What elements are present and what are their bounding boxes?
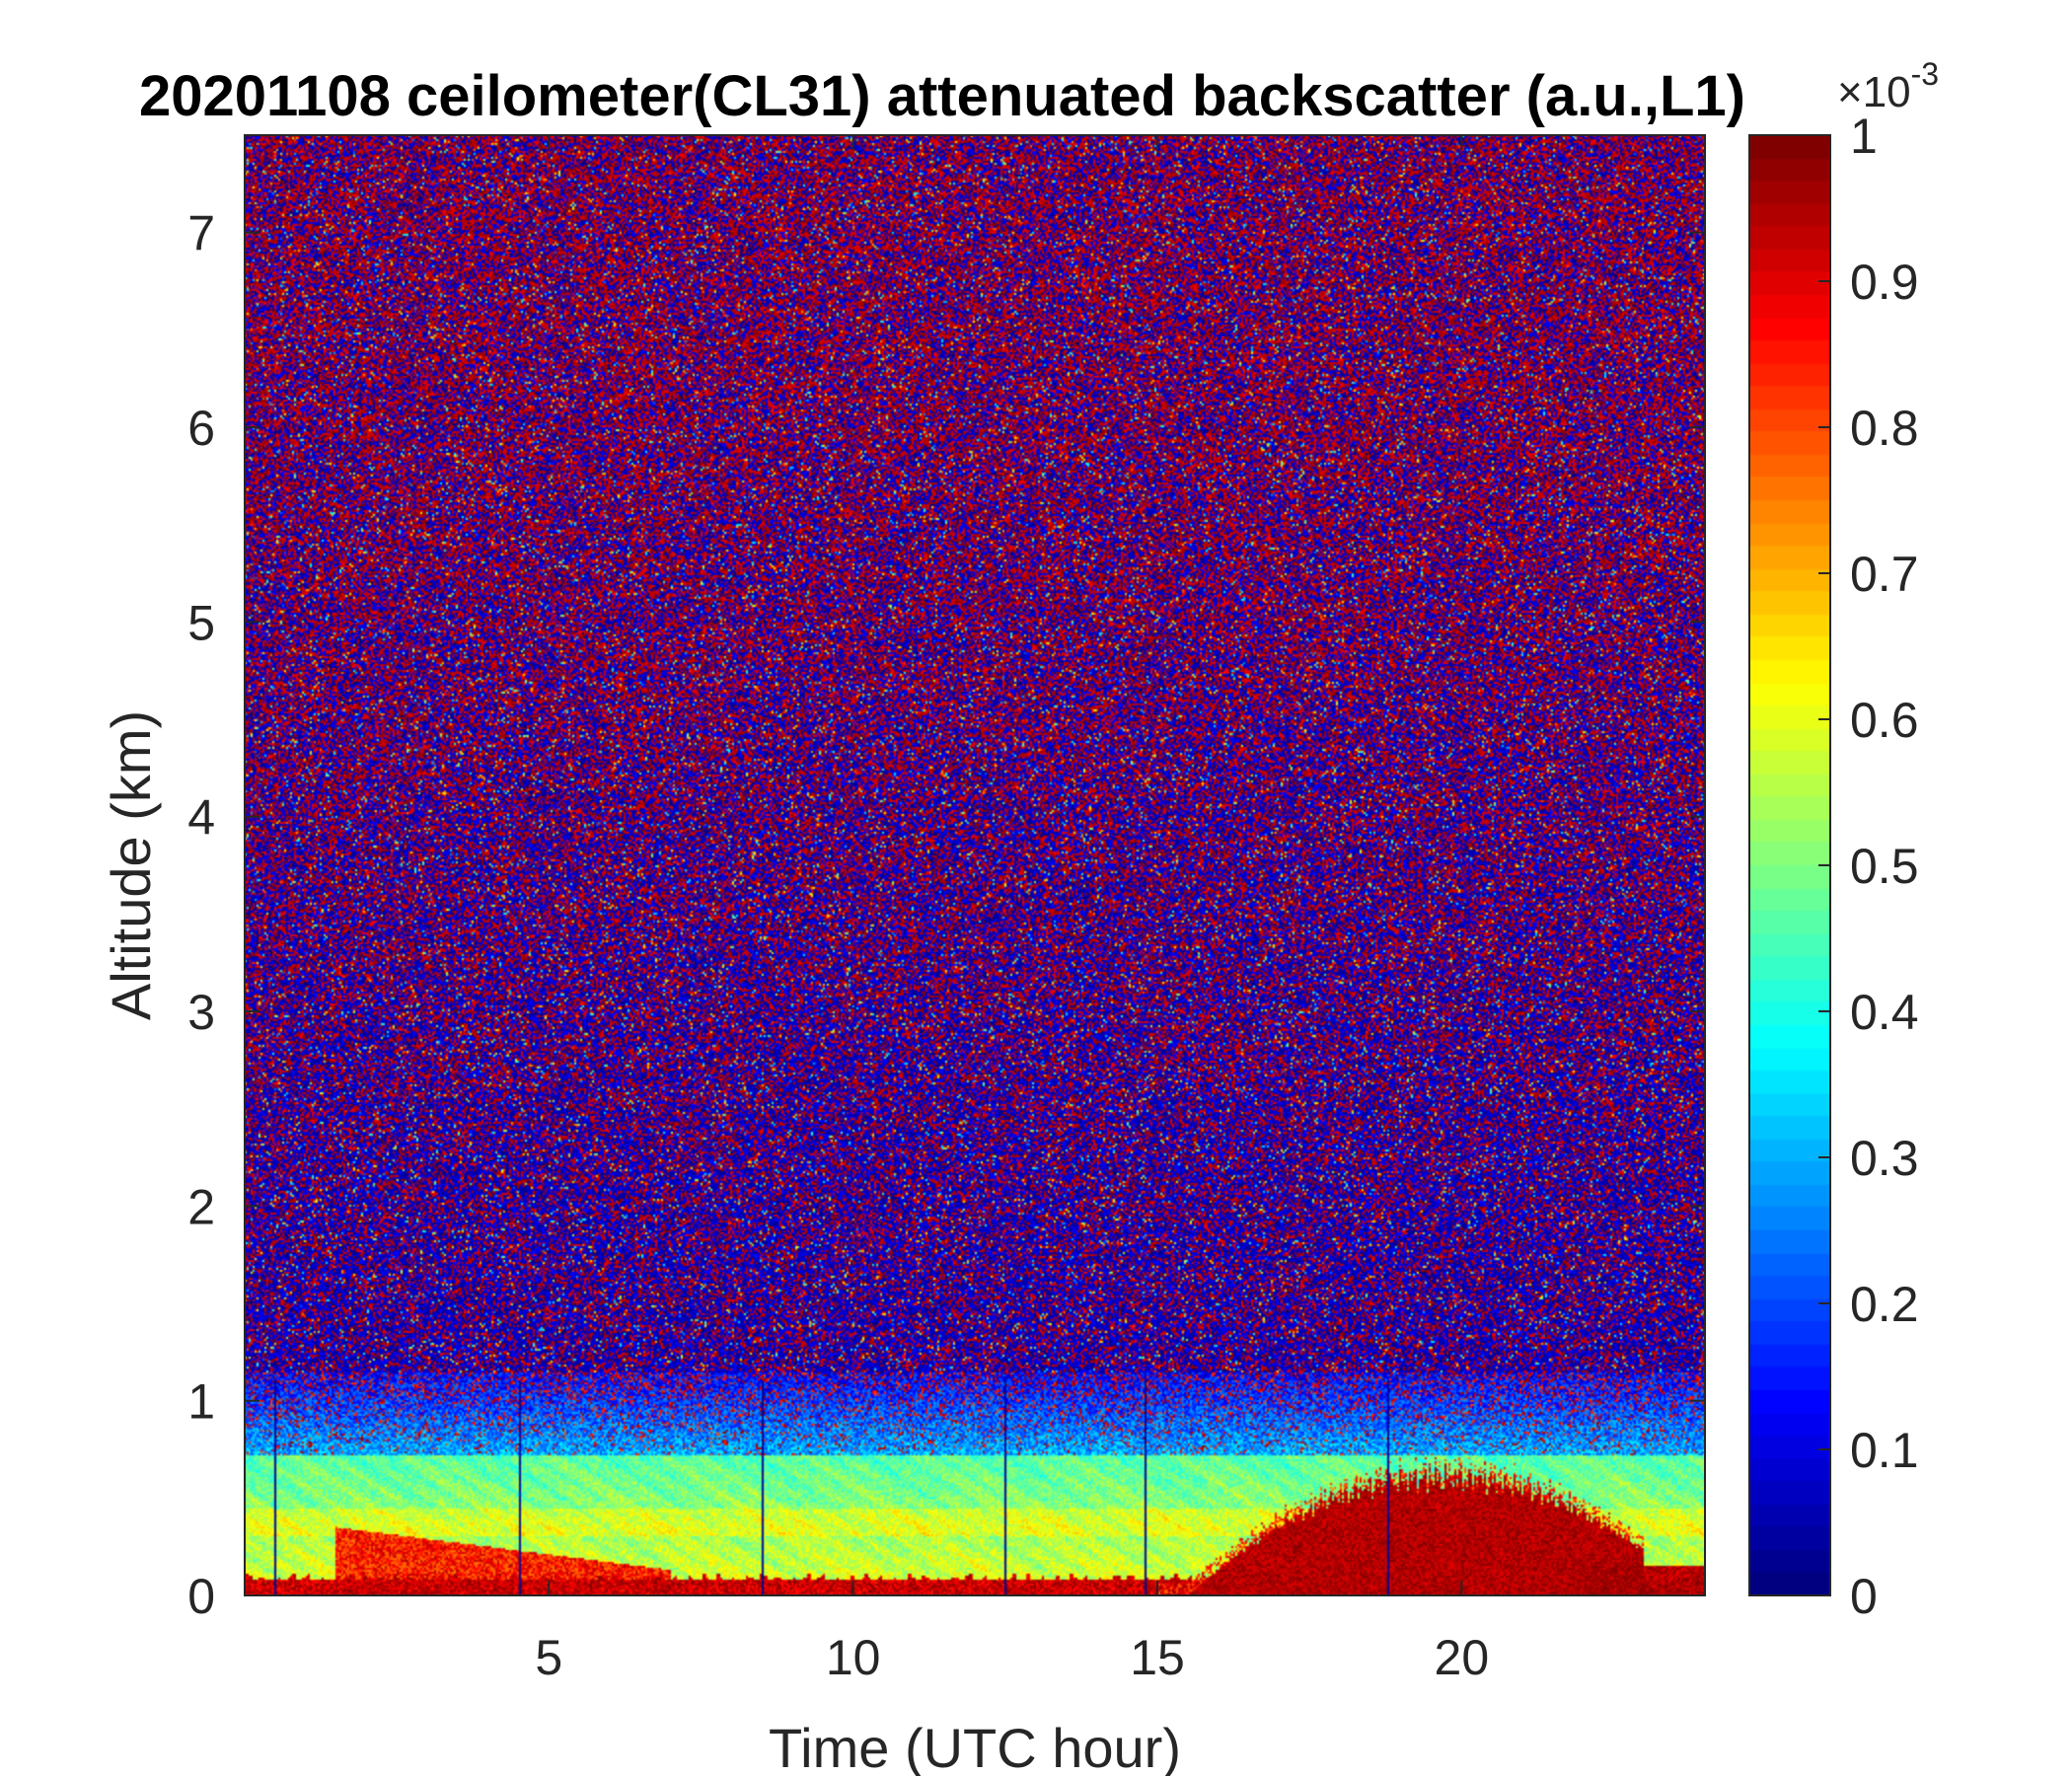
colorbar-tick-label: 0.1: [1850, 1423, 1919, 1478]
colorbar-tick-label: 1: [1850, 109, 1878, 164]
colorbar-tick-label: 0.6: [1850, 693, 1919, 748]
heatmap-image: [245, 135, 1705, 1595]
x-axis-label: Time (UTC hour): [769, 1717, 1181, 1776]
colorbar-tick-label: 0.3: [1850, 1131, 1919, 1186]
y-tick-label: 7: [187, 206, 215, 261]
colorbar-tick-label: 0.7: [1850, 547, 1919, 602]
colorbar-tick-label: 0.8: [1850, 401, 1919, 456]
x-tick-label: 15: [1130, 1630, 1185, 1685]
colorbar-tick-label: 0.4: [1850, 985, 1919, 1040]
colorbar-tick-label: 0.9: [1850, 255, 1919, 310]
y-tick-label: 6: [187, 401, 215, 456]
colorbar-tick-label: 0.5: [1850, 839, 1919, 894]
x-tick-label: 20: [1435, 1630, 1490, 1685]
colorbar-tick-label: 0: [1850, 1569, 1878, 1624]
colorbar-exponent-power: -3: [1911, 56, 1939, 92]
x-tick-label: 5: [535, 1630, 562, 1685]
y-tick-label: 3: [187, 985, 215, 1040]
y-tick-label: 1: [187, 1374, 215, 1430]
y-tick-label: 2: [187, 1179, 215, 1234]
colorbar-tick-label: 0.2: [1850, 1277, 1919, 1332]
y-axis: 0 1 2 3 4 5 6 7: [187, 206, 1705, 1624]
colorbar-frame: [1748, 134, 1831, 1596]
y-tick-label: 0: [187, 1569, 215, 1624]
colorbar-axis: 0 0.1 0.2 0.3 0.4 0.5 0.6 0.7 0.8 0.9 1: [1818, 109, 1919, 1624]
y-tick-label: 4: [187, 790, 215, 846]
colorbar-exponent: ×10-3: [1837, 56, 1939, 116]
x-axis: 5 10 15 20: [535, 135, 1489, 1685]
plot-frame: [244, 134, 1706, 1596]
chart-title: 20201108 ceilometer(CL31) attenuated bac…: [139, 64, 1745, 128]
x-tick-label: 10: [826, 1630, 881, 1685]
colorbar-image: [1749, 135, 1830, 1595]
colorbar-exponent-base: ×10: [1837, 68, 1911, 116]
y-axis-label: Altitude (km): [100, 710, 162, 1020]
y-tick-label: 5: [187, 595, 215, 650]
